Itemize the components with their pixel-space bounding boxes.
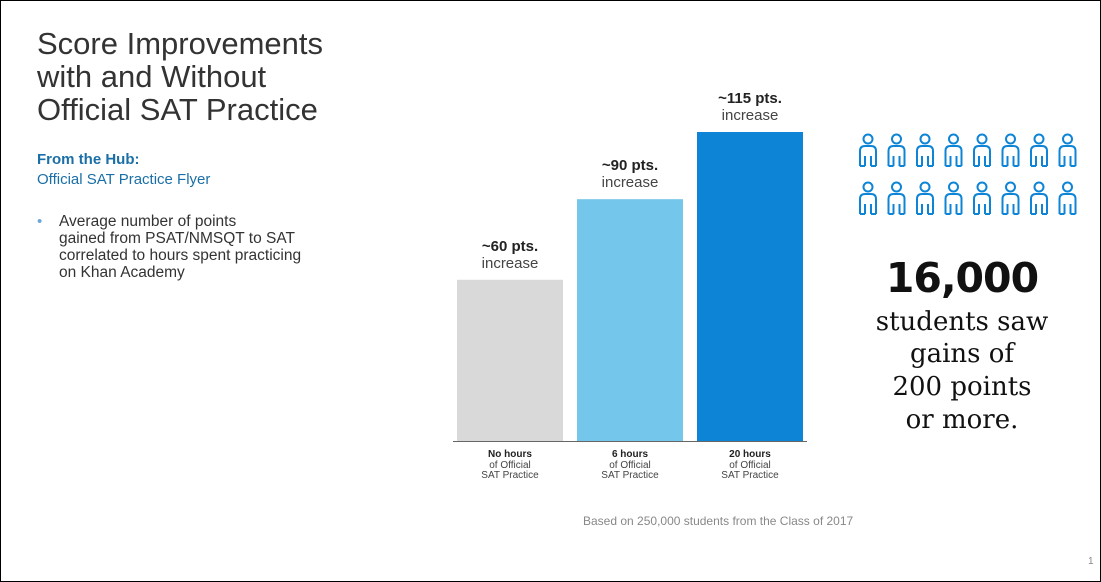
stat-text-line: or more.	[905, 405, 1019, 435]
person-outline-icon	[1058, 133, 1077, 167]
bullet-text-line: on Khan Academy	[59, 264, 185, 281]
bar	[577, 199, 683, 441]
person-outline-icon	[973, 181, 991, 215]
person-outline-icon	[887, 181, 906, 215]
people-icon-grid	[859, 133, 1077, 215]
person-outline-icon	[1058, 181, 1077, 215]
bar-value-label: ~60 pts.	[482, 238, 538, 255]
person-outline-icon	[916, 181, 934, 215]
category-label: 20 hours	[729, 449, 771, 460]
category-sublabel: of Official	[489, 460, 531, 471]
person-outline-icon	[1001, 133, 1020, 167]
slide-title-line: with and Without	[37, 59, 267, 94]
person-outline-icon	[1030, 181, 1048, 215]
bar-value-sublabel: increase	[482, 255, 539, 272]
bar	[457, 279, 563, 441]
person-outline-icon	[973, 133, 991, 167]
bar	[697, 132, 803, 441]
bullet-item: • Average number of points gained from P…	[37, 213, 367, 281]
slide-title-line: Official SAT Practice	[37, 92, 318, 127]
stat-text-line: 200 points	[892, 372, 1032, 402]
stat-text-line: gains of	[909, 339, 1015, 369]
stat-text-line: students saw	[875, 307, 1049, 337]
bullet-dot-icon: •	[37, 213, 43, 230]
person-outline-icon	[944, 133, 963, 167]
slide-number: 1	[1088, 556, 1094, 567]
person-outline-icon	[1030, 133, 1048, 167]
category-sublabel: SAT Practice	[721, 470, 779, 481]
person-outline-icon	[916, 133, 934, 167]
bar-value-label: ~115 pts.	[718, 90, 782, 107]
category-sublabel: of Official	[729, 460, 771, 471]
category-sublabel: of Official	[609, 460, 651, 471]
bullet-text-line: Average number of points	[59, 213, 237, 230]
slide-title-line: Score Improvements	[37, 26, 323, 61]
person-outline-icon	[887, 133, 906, 167]
hub-heading: From the Hub:	[37, 151, 140, 168]
person-outline-icon	[944, 181, 963, 215]
source-note: Based on 250,000 students from the Class…	[583, 514, 854, 528]
bullet-text-line: correlated to hours spent practicing	[59, 247, 302, 264]
category-label: No hours	[488, 449, 532, 460]
slide-title: Score Improvements with and Without Offi…	[37, 27, 397, 126]
bullet-text-line: gained from PSAT/NMSQT to SAT	[59, 230, 296, 247]
person-outline-icon	[859, 181, 877, 215]
category-sublabel: SAT Practice	[601, 470, 659, 481]
stat-number: 16,000	[885, 254, 1039, 302]
person-outline-icon	[1001, 181, 1020, 215]
category-sublabel: SAT Practice	[481, 470, 539, 481]
bar-value-label: ~90 pts.	[602, 157, 658, 174]
bar-value-sublabel: increase	[602, 174, 659, 191]
bar-value-sublabel: increase	[722, 107, 779, 124]
hub-flyer-link[interactable]: Official SAT Practice Flyer	[37, 171, 211, 188]
person-outline-icon	[859, 133, 877, 167]
category-label: 6 hours	[612, 449, 649, 460]
